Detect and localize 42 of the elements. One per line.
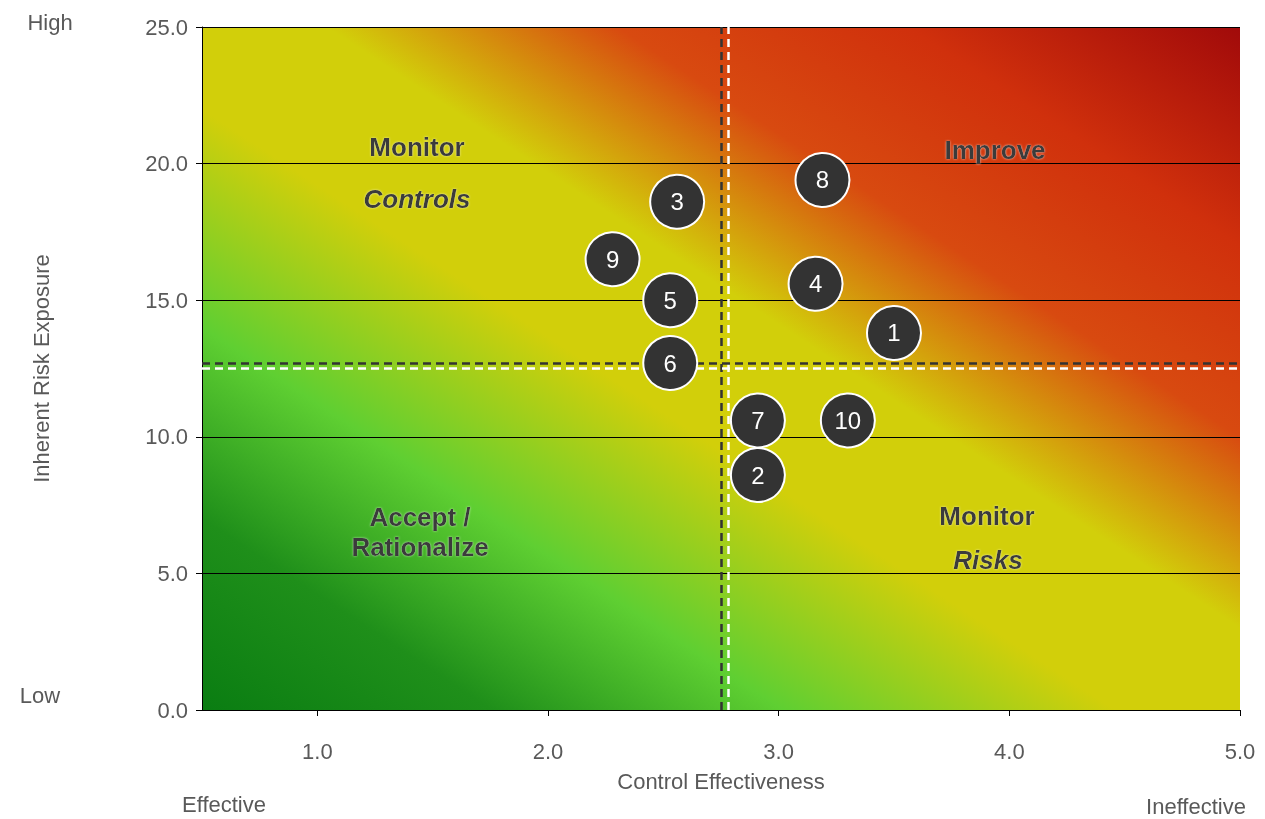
point (729, 447, 786, 504)
y-axis-title: Inherent Risk Exposure (28, 254, 54, 483)
x-tick-label: 2.0 (532, 738, 564, 764)
annotation: 5 (663, 286, 677, 314)
point (642, 272, 699, 329)
text: Ineffective (1146, 793, 1246, 819)
annotation: 4 (808, 270, 823, 298)
x-tick-label: 3.0 (763, 738, 794, 764)
text: Low (19, 682, 61, 708)
annotation: 2 (751, 461, 765, 489)
annotation: 10 (834, 406, 862, 434)
annotation: Controls (363, 184, 471, 214)
y-tick-label: 10.0 (145, 424, 188, 450)
point (642, 335, 699, 392)
point (787, 255, 844, 312)
y-tick-label: 20.0 (145, 151, 188, 177)
y-tick-label: 25.0 (145, 14, 188, 40)
annotation: 6 (663, 349, 677, 377)
point (729, 392, 786, 449)
annotation: Improve (944, 135, 1046, 165)
text: High (27, 9, 73, 35)
annotation: Accept / Rationalize (351, 502, 489, 562)
point (584, 231, 641, 288)
point (794, 152, 851, 208)
x-tick-label: 4.0 (994, 738, 1025, 764)
annotation: 7 (751, 406, 765, 434)
point (649, 173, 706, 230)
x-tick-label: 5.0 (1224, 738, 1256, 764)
annotation: 3 (670, 188, 684, 216)
annotation: 1 (887, 319, 901, 347)
y-tick-label: 15.0 (145, 287, 188, 313)
x-tick-label: 1.0 (302, 738, 333, 764)
annotation: Monitor (369, 132, 465, 162)
y-tick-label: 5.0 (157, 560, 188, 586)
point (866, 305, 922, 361)
annotation: 8 (815, 166, 830, 194)
text: Effective (182, 791, 266, 817)
x-axis-title: Control Effectiveness (617, 768, 825, 794)
annotation: 9 (605, 245, 620, 273)
annotation: Monitor (939, 501, 1035, 531)
annotation: Risks (953, 545, 1023, 575)
y-tick-label: 0.0 (157, 697, 188, 723)
